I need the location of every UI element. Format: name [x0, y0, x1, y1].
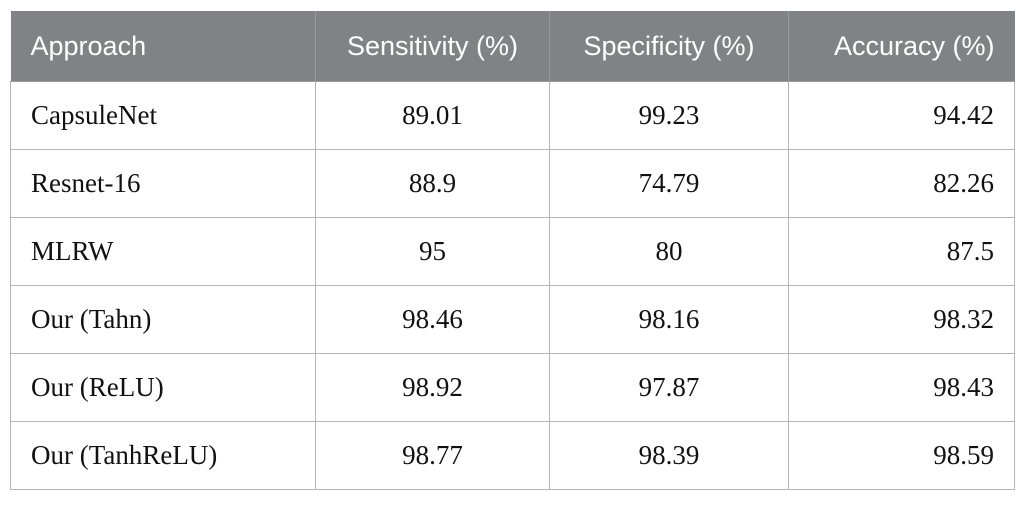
header-specificity: Specificity (%) — [549, 11, 789, 82]
table-row: MLRW 95 80 87.5 — [10, 217, 1015, 286]
table-row: Our (TanhReLU) 98.77 98.39 98.59 — [10, 421, 1015, 490]
cell-accuracy: 82.26 — [788, 149, 1015, 218]
cell-sensitivity: 88.9 — [315, 149, 550, 218]
cell-approach: Our (TanhReLU) — [10, 421, 316, 490]
cell-approach: Our (ReLU) — [10, 353, 316, 422]
results-table-container: Approach Sensitivity (%) Specificity (%)… — [10, 11, 1015, 490]
cell-specificity: 80 — [549, 217, 789, 286]
cell-sensitivity: 89.01 — [315, 81, 550, 150]
cell-accuracy: 94.42 — [788, 81, 1015, 150]
table-row: Resnet-16 88.9 74.79 82.26 — [10, 149, 1015, 218]
cell-accuracy: 98.59 — [788, 421, 1015, 490]
cell-approach: CapsuleNet — [10, 81, 316, 150]
table-row: Our (ReLU) 98.92 97.87 98.43 — [10, 353, 1015, 422]
cell-sensitivity: 98.77 — [315, 421, 550, 490]
cell-sensitivity: 95 — [315, 217, 550, 286]
cell-accuracy: 87.5 — [788, 217, 1015, 286]
header-row: Approach Sensitivity (%) Specificity (%)… — [10, 11, 1015, 82]
header-sensitivity: Sensitivity (%) — [315, 11, 550, 82]
cell-accuracy: 98.32 — [788, 285, 1015, 354]
cell-accuracy: 98.43 — [788, 353, 1015, 422]
cell-sensitivity: 98.92 — [315, 353, 550, 422]
cell-approach: Our (Tahn) — [10, 285, 316, 354]
cell-specificity: 98.39 — [549, 421, 789, 490]
table-body: CapsuleNet 89.01 99.23 94.42 Resnet-16 8… — [10, 81, 1015, 490]
table-row: CapsuleNet 89.01 99.23 94.42 — [10, 81, 1015, 150]
table-row: Our (Tahn) 98.46 98.16 98.32 — [10, 285, 1015, 354]
cell-specificity: 74.79 — [549, 149, 789, 218]
cell-specificity: 99.23 — [549, 81, 789, 150]
results-table: Approach Sensitivity (%) Specificity (%)… — [10, 11, 1015, 490]
cell-specificity: 97.87 — [549, 353, 789, 422]
header-approach: Approach — [10, 11, 316, 82]
cell-approach: Resnet-16 — [10, 149, 316, 218]
cell-approach: MLRW — [10, 217, 316, 286]
table-header: Approach Sensitivity (%) Specificity (%)… — [10, 11, 1015, 82]
cell-specificity: 98.16 — [549, 285, 789, 354]
cell-sensitivity: 98.46 — [315, 285, 550, 354]
header-accuracy: Accuracy (%) — [788, 11, 1015, 82]
